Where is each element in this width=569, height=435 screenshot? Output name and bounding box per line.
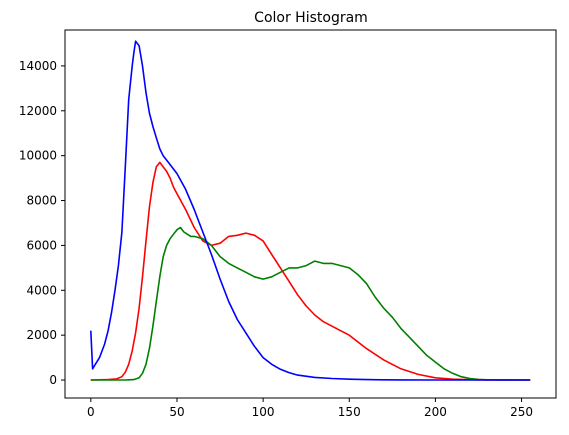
y-tick-label: 14000 [19, 59, 57, 73]
plot-area [90, 40, 531, 381]
series-line-2 [90, 40, 531, 381]
x-tick-label: 200 [424, 405, 447, 419]
x-tick-label: 250 [510, 405, 533, 419]
axis-ticks: 0 50 100 150 200 250 0 2000 4000 6000 8000 10000 120… [19, 59, 533, 419]
y-tick-label: 8000 [26, 194, 57, 208]
y-tick-label: 10000 [19, 149, 57, 163]
plot-frame [64, 29, 557, 399]
x-tick-label: 150 [338, 405, 361, 419]
y-tick-label: 0 [49, 373, 57, 387]
series-line-0 [90, 161, 531, 381]
x-tick-label: 50 [169, 405, 184, 419]
y-tick-label: 6000 [26, 238, 57, 252]
y-tick-label: 12000 [19, 104, 57, 118]
y-tick-label: 4000 [26, 283, 57, 297]
chart-title: Color Histogram [254, 10, 368, 26]
x-tick-label: 100 [252, 405, 275, 419]
y-tick-label: 2000 [26, 328, 57, 342]
x-tick-label: 0 [87, 405, 95, 419]
series-line-1 [90, 226, 531, 381]
